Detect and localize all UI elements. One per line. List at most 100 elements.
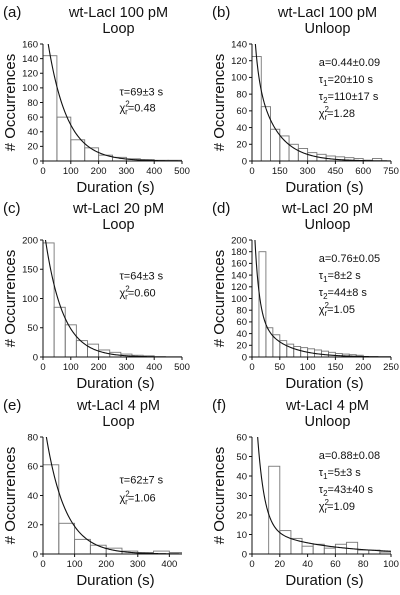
panel-label: (a)	[3, 4, 21, 21]
y-axis-label: # Occurrences	[2, 447, 19, 545]
histogram-bar	[334, 543, 347, 554]
y-tick-label: 80	[236, 306, 247, 317]
annotation-part: =1.09	[327, 501, 355, 513]
x-axis-label: Duration (s)	[76, 572, 154, 589]
x-tick-label: 300	[130, 559, 146, 570]
fit-annotation: χ2 r=1.09	[319, 498, 355, 515]
x-tick-label: 300	[300, 166, 316, 177]
histogram-bar	[268, 465, 281, 554]
histogram-bar	[84, 147, 100, 161]
panel-title: wt-LacI 100 pM	[68, 5, 168, 21]
annotation-part: r	[324, 506, 327, 515]
annotation-part: 2	[323, 292, 328, 301]
fit-annotation: τ2=43±40 s	[319, 484, 374, 498]
x-tick-label: 100	[63, 362, 79, 373]
panel-subtitle: Loop	[102, 21, 134, 37]
annotation-text: χ	[319, 304, 325, 316]
x-axis-label: Duration (s)	[76, 179, 154, 196]
y-tick-label: 160	[231, 259, 247, 270]
annotation-text: a=0.44±0.09	[319, 57, 380, 69]
annotation-part: 1	[323, 472, 328, 481]
histogram-bar	[288, 143, 299, 161]
y-tick-label: 0	[33, 156, 38, 167]
panel-label: (c)	[3, 200, 21, 217]
x-tick-label: 50	[275, 362, 286, 373]
annotation-part: 2	[325, 105, 330, 114]
fit-annotation: a=0.76±0.05	[319, 253, 380, 265]
panel-subtitle: Unloop	[305, 414, 351, 430]
panel-c: 0 100 200 300 400 500 0 50 100 150 200 (c) wt-LacI 2…	[2, 200, 190, 392]
annotation-part: =8±2 s	[328, 270, 362, 282]
y-tick-label: 120	[231, 282, 247, 293]
annotation-part: r	[324, 309, 327, 318]
y-tick-label: 140	[22, 54, 38, 65]
panel-label: (f)	[212, 397, 226, 414]
x-tick-label: 300	[118, 362, 134, 373]
y-tick-label: 140	[231, 270, 247, 281]
y-tick-label: 60	[236, 317, 247, 328]
fit-annotation: χ2 r=1.06	[119, 490, 155, 507]
annotation-part: 2	[125, 285, 130, 294]
annotation-text: χ	[319, 108, 325, 120]
annotation-text: τ	[319, 287, 324, 299]
histogram-bar	[75, 340, 88, 357]
histogram-bar	[56, 116, 72, 161]
annotation-text: χ	[119, 493, 125, 505]
histogram-bar	[260, 106, 271, 161]
histogram-bar	[372, 158, 383, 161]
annotation-text: a=0.88±0.08	[319, 450, 380, 462]
y-tick-label: 80	[27, 98, 38, 109]
y-tick-label: 40	[236, 329, 247, 340]
histogram-bar	[293, 346, 302, 357]
annotation-text: τ	[319, 91, 324, 103]
histogram-bar	[323, 547, 336, 554]
y-tick-label: 200	[22, 235, 38, 246]
annotation-part: =0.60	[128, 288, 156, 300]
panel-title: wt-LacI 20 pM	[281, 201, 373, 217]
panel-subtitle: Unloop	[305, 21, 351, 37]
fit-annotation: χ2 r=1.05	[319, 301, 355, 318]
histogram-bar	[74, 538, 91, 554]
histogram-bars	[43, 464, 182, 554]
y-tick-label: 160	[22, 39, 38, 50]
y-tick-label: 120	[22, 69, 38, 80]
annotation-text: χ	[319, 501, 325, 513]
y-tick-label: 100	[22, 294, 38, 305]
annotation-part: =44±8 s	[328, 287, 368, 299]
y-tick-label: 60	[236, 432, 247, 443]
panel-subtitle: Unloop	[305, 217, 351, 233]
x-tick-label: 100	[63, 166, 79, 177]
annotation-part: =110±17 s	[328, 91, 379, 103]
annotation-text: χ	[119, 288, 125, 300]
y-tick-label: 60	[27, 462, 38, 473]
fit-annotation: τ1=5±3 s	[319, 467, 362, 481]
y-tick-label: 180	[231, 247, 247, 258]
x-axis-label: Duration (s)	[285, 179, 363, 196]
x-tick-label: 500	[174, 362, 190, 373]
fit-annotation: τ=69±3 s	[119, 86, 163, 98]
annotation-part: 2	[323, 96, 328, 105]
fit-annotation: χ2 r=0.60	[119, 285, 155, 302]
y-tick-label: 50	[236, 452, 247, 463]
panel-e: 0 100 200 300 400 0 20 40 60 80 (e) wt-LacI 4 pMLoo…	[2, 397, 182, 589]
x-tick-label: 750	[383, 166, 399, 177]
y-tick-label: 20	[27, 520, 38, 531]
fit-annotation: τ2=110±17 s	[319, 91, 379, 105]
y-tick-label: 30	[236, 491, 247, 502]
y-tick-label: 120	[231, 56, 247, 67]
annotation-part: =20±10 s	[328, 74, 374, 86]
annotation-text: χ	[119, 102, 125, 114]
annotation-text: a=0.76±0.05	[319, 253, 380, 265]
panel-b: 0 150 300 450 600 750 0 20 40 60 80 100 120 140 (b) wt-…	[211, 4, 399, 196]
x-tick-label: 600	[355, 166, 371, 177]
x-tick-label: 400	[146, 166, 162, 177]
y-tick-label: 150	[22, 265, 38, 276]
histogram-bar	[357, 549, 370, 554]
annotation-part: 2	[323, 489, 328, 498]
x-tick-label: 100	[383, 559, 399, 570]
fit-annotation: χ2 r=1.28	[319, 105, 355, 122]
histogram-bar	[252, 56, 262, 161]
annotation-part: 1	[323, 79, 328, 88]
y-tick-label: 0	[242, 156, 247, 167]
x-tick-label: 200	[91, 362, 107, 373]
